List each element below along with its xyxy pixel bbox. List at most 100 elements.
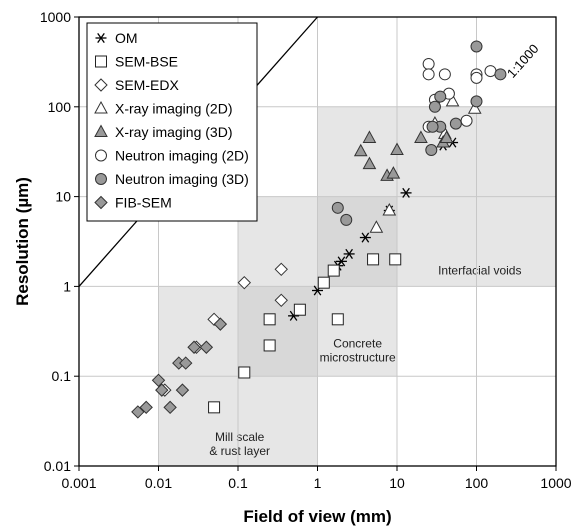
- data-point-fib-sem: [179, 356, 193, 370]
- data-point-neutron-imaging-2d: [470, 71, 483, 84]
- legend-label-sem-bse: SEM-BSE: [115, 54, 178, 70]
- data-point-x-ray-imaging-3d: [362, 130, 377, 143]
- data-point-neutron-imaging-3d: [425, 144, 438, 157]
- x-tick-label: 0.001: [61, 475, 96, 491]
- data-point-sem-edx: [274, 293, 288, 308]
- data-point-neutron-imaging-2d: [438, 68, 451, 81]
- legend-marker-x-ray-imaging-2d: [94, 100, 108, 114]
- data-point-sem-bse: [389, 253, 402, 266]
- data-point-sem-edx: [237, 275, 252, 290]
- y-axis-title: Resolution (µm): [13, 177, 32, 306]
- series-fib-sem: [131, 317, 228, 419]
- data-point-neutron-imaging-2d: [422, 68, 435, 81]
- legend-label-neutron-imaging-2d: Neutron imaging (2D): [115, 148, 249, 164]
- data-point-neutron-imaging-2d: [422, 57, 435, 70]
- legend-marker-neutron-imaging-3d: [95, 173, 107, 185]
- y-tick-label: 0.01: [44, 458, 71, 474]
- legend-label-x-ray-imaging-3d: X-ray imaging (3D): [115, 124, 232, 140]
- data-point-neutron-imaging-2d: [460, 114, 473, 127]
- x-tick-label: 10: [389, 475, 405, 491]
- data-point-neutron-imaging-3d: [340, 213, 353, 226]
- data-point-neutron-imaging-3d: [428, 100, 441, 113]
- data-point-sem-bse: [263, 339, 276, 352]
- data-point-sem-bse: [208, 401, 221, 414]
- data-point-x-ray-imaging-3d: [362, 156, 377, 170]
- legend-marker-om: [95, 32, 107, 44]
- data-point-om: [359, 232, 371, 243]
- data-point-neutron-imaging-3d: [434, 90, 447, 103]
- data-point-sem-edx: [274, 262, 288, 277]
- data-point-neutron-imaging-3d: [470, 40, 483, 53]
- y-tick-label: 100: [48, 99, 72, 115]
- data-point-fib-sem: [163, 400, 177, 415]
- series-neutron-imaging-3d: [331, 40, 507, 226]
- x-tick-label: 1: [314, 475, 322, 491]
- x-tick-label: 1000: [540, 475, 571, 491]
- x-axis-ticks: 0.001 0.01 0.1 1 10 100 1000: [61, 466, 572, 491]
- data-point-x-ray-imaging-3d: [386, 166, 401, 179]
- data-point-x-ray-imaging-3d: [439, 130, 454, 143]
- data-point-x-ray-imaging-2d: [445, 93, 460, 107]
- data-point-neutron-imaging-3d: [449, 117, 462, 130]
- y-tick-label: 10: [55, 189, 71, 205]
- legend-label-om: OM: [115, 30, 138, 46]
- data-point-fib-sem: [175, 383, 190, 397]
- legend-marker-fib-sem: [94, 195, 108, 210]
- series-sem-bse: [208, 253, 402, 414]
- x-tick-label: 0.1: [228, 475, 248, 491]
- data-point-om: [335, 256, 347, 267]
- legend-label-x-ray-imaging-2d: X-ray imaging (2D): [115, 101, 232, 117]
- data-point-neutron-imaging-3d: [426, 120, 439, 133]
- y-tick-label: 0.1: [52, 368, 72, 384]
- data-point-x-ray-imaging-2d: [369, 220, 384, 233]
- x-axis-title: Field of view (mm): [243, 507, 391, 526]
- x-tick-label: 0.01: [145, 475, 172, 491]
- data-point-fib-sem: [199, 340, 214, 354]
- x-tick-label: 100: [465, 475, 489, 491]
- legend-label-neutron-imaging-3d: Neutron imaging (3D): [115, 171, 249, 187]
- y-axis-ticks: 0.01 0.1 1 10 100 1000: [40, 9, 79, 474]
- legend-marker-sem-bse: [95, 55, 107, 68]
- legend-label-sem-edx: SEM-EDX: [115, 77, 179, 93]
- data-point-sem-bse: [367, 253, 380, 266]
- data-point-sem-bse: [327, 264, 340, 277]
- data-point-fib-sem: [131, 405, 145, 419]
- region-label-concrete: Concrete microstructure: [320, 336, 396, 364]
- region-label-interfacial-voids: Interfacial voids: [438, 264, 521, 278]
- data-point-neutron-imaging-3d: [494, 68, 507, 81]
- data-points: [131, 40, 507, 419]
- data-point-x-ray-imaging-3d: [390, 142, 404, 156]
- data-point-x-ray-imaging-3d: [414, 130, 428, 143]
- legend-marker-neutron-imaging-2d: [95, 149, 107, 162]
- legend: OM SEM-BSE SEM-EDX X-ray imaging (2D) X-ray …: [86, 22, 258, 222]
- data-point-om: [400, 187, 412, 198]
- data-point-fib-sem: [155, 383, 169, 397]
- y-tick-label: 1000: [40, 9, 71, 25]
- data-point-neutron-imaging-2d: [484, 65, 497, 78]
- data-point-x-ray-imaging-3d: [353, 143, 368, 157]
- data-point-om: [343, 248, 355, 259]
- data-point-fib-sem: [151, 373, 166, 388]
- legend-box: [86, 22, 258, 222]
- data-point-neutron-imaging-3d: [331, 201, 344, 214]
- legend-marker-sem-edx: [94, 78, 108, 92]
- data-point-sem-bse: [317, 276, 330, 289]
- legend-marker-x-ray-imaging-3d: [94, 124, 108, 137]
- data-point-sem-bse: [293, 303, 306, 316]
- region-label-mill-scale: Mill scale & rust layer: [209, 430, 270, 458]
- data-point-fib-sem: [187, 340, 201, 354]
- data-point-x-ray-imaging-2d: [382, 202, 397, 216]
- data-point-neutron-imaging-3d: [470, 95, 483, 108]
- data-point-fib-sem: [139, 400, 153, 415]
- reference-line-label: 1:1000: [504, 41, 542, 81]
- data-point-sem-bse: [238, 366, 251, 379]
- y-tick-label: 1: [63, 278, 71, 294]
- data-point-fib-sem: [213, 317, 228, 331]
- data-point-sem-bse: [263, 313, 276, 326]
- legend-label-fib-sem: FIB-SEM: [115, 195, 172, 211]
- data-point-sem-bse: [331, 313, 344, 326]
- series-x-ray-imaging-3d: [353, 130, 454, 181]
- data-point-x-ray-imaging-2d: [467, 101, 482, 114]
